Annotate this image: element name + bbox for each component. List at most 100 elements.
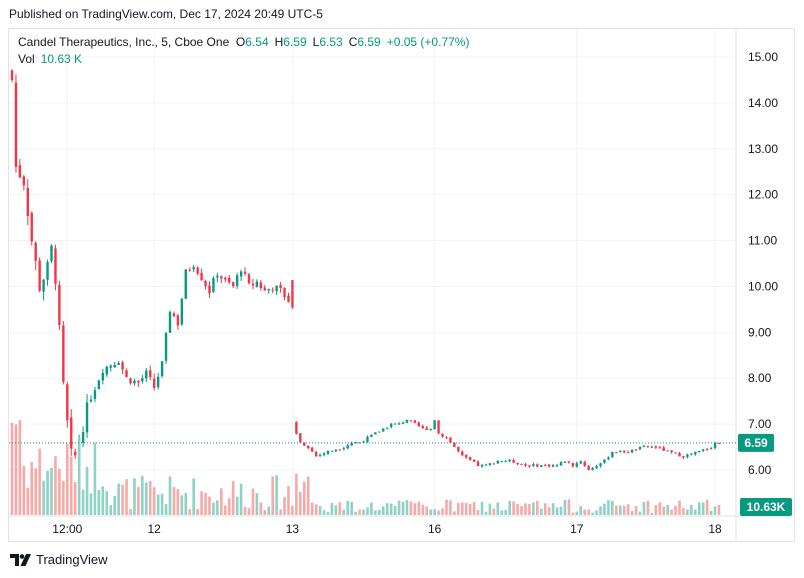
candle-body xyxy=(176,315,180,326)
volume-bar xyxy=(532,502,535,515)
candle-body xyxy=(117,363,120,366)
volume-bar xyxy=(480,501,484,515)
volume-bar xyxy=(160,493,164,515)
candle-body xyxy=(694,451,697,455)
candle-body xyxy=(642,445,646,447)
volume-bar xyxy=(374,510,377,515)
candle-body xyxy=(528,465,531,467)
candle-body xyxy=(101,373,105,381)
volume-bar xyxy=(500,510,504,515)
volume-bar xyxy=(366,507,369,515)
volume-bar xyxy=(30,461,34,515)
volume-bar xyxy=(322,510,326,515)
candle-body xyxy=(650,446,654,448)
volume-bar xyxy=(69,456,73,515)
volume-bar xyxy=(243,506,247,515)
y-tick-label: 13.00 xyxy=(748,142,778,156)
volume-bar xyxy=(251,488,255,515)
volume-bar xyxy=(231,481,235,515)
candle-body xyxy=(89,399,93,402)
volume-bar xyxy=(263,509,267,515)
candle-body xyxy=(342,448,345,450)
tradingview-brand[interactable]: TradingView xyxy=(10,552,108,567)
candle-body xyxy=(686,454,689,458)
volume-bar xyxy=(650,512,654,515)
candle-body xyxy=(307,445,310,449)
volume-bar xyxy=(314,504,318,515)
volume-bar xyxy=(330,502,334,515)
volume-bar xyxy=(599,506,602,515)
volume-bar xyxy=(97,490,101,515)
candle-body xyxy=(449,437,452,443)
candle-body xyxy=(42,279,45,292)
volume-bar xyxy=(164,504,168,515)
candle-body xyxy=(524,464,527,466)
volume-bar xyxy=(504,509,508,515)
candle-body xyxy=(713,442,717,449)
volume-bar xyxy=(148,480,152,515)
candle-body xyxy=(674,452,677,454)
last-volume-label: 10.63K xyxy=(747,500,786,514)
volume-bar xyxy=(223,505,227,515)
candle-body xyxy=(54,248,57,284)
volume-bar xyxy=(449,500,452,515)
volume-bar xyxy=(555,507,559,515)
candle-body xyxy=(429,428,432,431)
candle-body xyxy=(630,449,634,453)
volume-bar xyxy=(484,511,488,515)
candle-body xyxy=(314,451,318,457)
volume-bar xyxy=(58,468,61,515)
x-tick-label: 12 xyxy=(148,522,162,536)
volume-bar xyxy=(141,476,144,515)
volume-bar xyxy=(520,505,523,515)
candle-body xyxy=(358,442,361,444)
volume-bar xyxy=(615,505,618,515)
volume-bar xyxy=(89,493,93,515)
volume-bar xyxy=(310,502,314,515)
candle-body xyxy=(97,380,101,390)
volume-bar xyxy=(717,504,721,515)
candle-body xyxy=(638,446,642,450)
candle-body xyxy=(401,422,405,424)
volume-bar xyxy=(709,510,713,515)
candle-body xyxy=(58,284,61,326)
candle-body xyxy=(330,450,334,452)
volume-bar xyxy=(255,493,259,515)
volume-bar xyxy=(208,496,211,515)
volume-bar xyxy=(267,506,271,515)
candle-body xyxy=(18,165,22,178)
candle-body xyxy=(220,276,223,279)
candle-body xyxy=(457,446,460,452)
candle-body xyxy=(512,459,515,463)
candle-body xyxy=(634,449,638,451)
last-price-badge xyxy=(738,433,774,452)
volume-bar xyxy=(113,495,116,515)
volume-bar xyxy=(658,502,662,515)
volume-bar xyxy=(378,509,381,515)
candle-body xyxy=(113,364,116,368)
volume-bar xyxy=(216,500,219,515)
candle-body xyxy=(488,463,492,465)
volume-bar xyxy=(109,505,113,515)
volume-bar xyxy=(212,502,215,515)
volume-bar xyxy=(457,503,460,515)
candle-body xyxy=(382,428,385,432)
volume-bar xyxy=(421,504,425,515)
volume-bar xyxy=(579,506,583,515)
candle-body xyxy=(239,271,243,277)
volume-bar xyxy=(77,437,81,515)
candle-body xyxy=(623,450,626,453)
candle-body xyxy=(500,461,503,463)
candle-body xyxy=(484,464,488,466)
volume-bar xyxy=(247,508,251,515)
candle-body xyxy=(46,261,49,280)
candle-body xyxy=(156,376,160,388)
volume-bar xyxy=(129,508,132,515)
volume-bar xyxy=(524,503,527,515)
volume-bar xyxy=(433,509,436,515)
volume-bar xyxy=(271,476,274,515)
candle-body xyxy=(263,287,266,291)
volume-bar xyxy=(460,502,464,515)
volume-bar xyxy=(26,487,30,515)
